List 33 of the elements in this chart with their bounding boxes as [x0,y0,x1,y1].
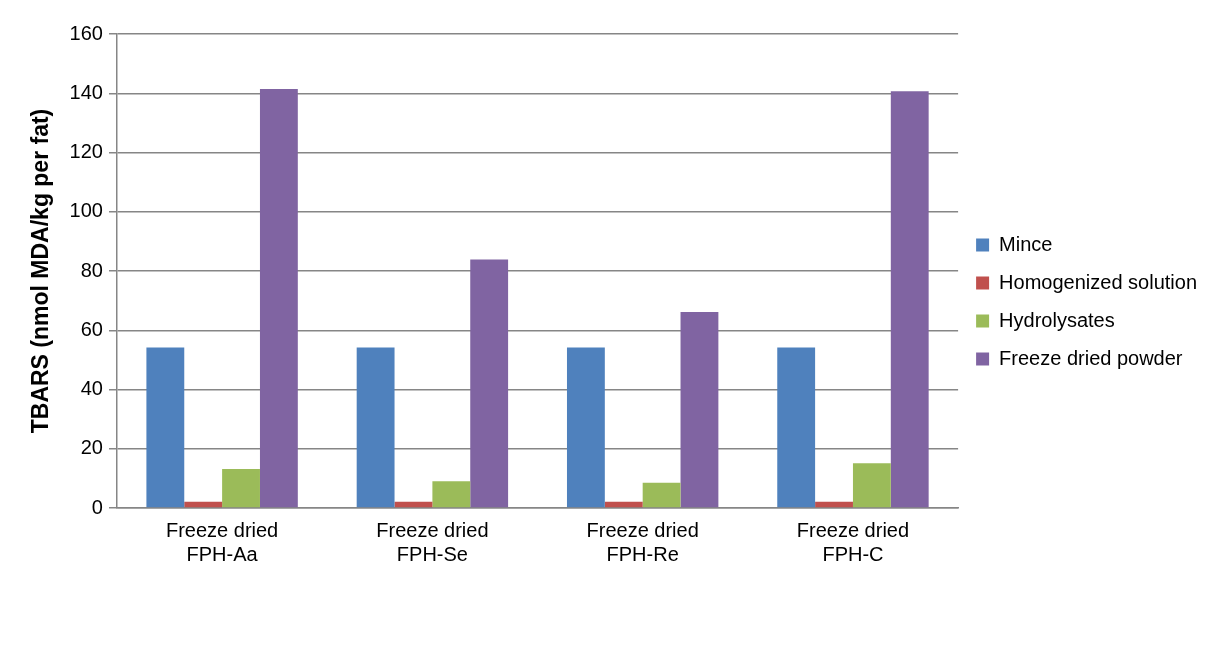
bar [470,259,509,508]
y-tick-label: 140 [69,80,103,103]
bar [852,463,891,508]
legend-label: Homogenized solution [999,270,1198,293]
bar [432,481,471,508]
x-tick-label: Freeze dried FPH-Se [376,518,489,565]
legend-label: Hydrolysates [999,308,1115,331]
y-axis-title: TBARS (nmol MDA/kg per fat) [27,108,54,434]
y-tick-label: 80 [80,258,103,281]
y-tick-label: 120 [69,140,103,163]
x-tick-label: Freeze dried FPH-C [796,518,910,565]
bar [604,501,643,508]
y-tick-label: 160 [69,21,103,44]
bar [642,482,681,508]
bar [890,91,929,508]
y-tick-label: 40 [80,377,103,400]
bar [184,501,223,508]
y-tick-label: 20 [80,436,103,459]
bar [356,347,395,508]
bar [680,311,719,508]
bar [815,501,853,508]
bar [566,347,605,508]
legend-label: Freeze dried powder [999,346,1183,369]
legend-label: Mince [999,232,1053,255]
x-tick-label: Freeze dried FPH-Re [586,518,699,565]
bar [259,89,298,508]
bar [222,468,260,508]
y-tick-label: 0 [91,495,103,518]
x-tick-label: Freeze dried FPH-Aa [165,518,279,565]
y-tick-label: 100 [69,199,103,222]
bar [146,347,185,508]
bar [777,347,816,508]
y-tick-label: 60 [80,317,103,340]
